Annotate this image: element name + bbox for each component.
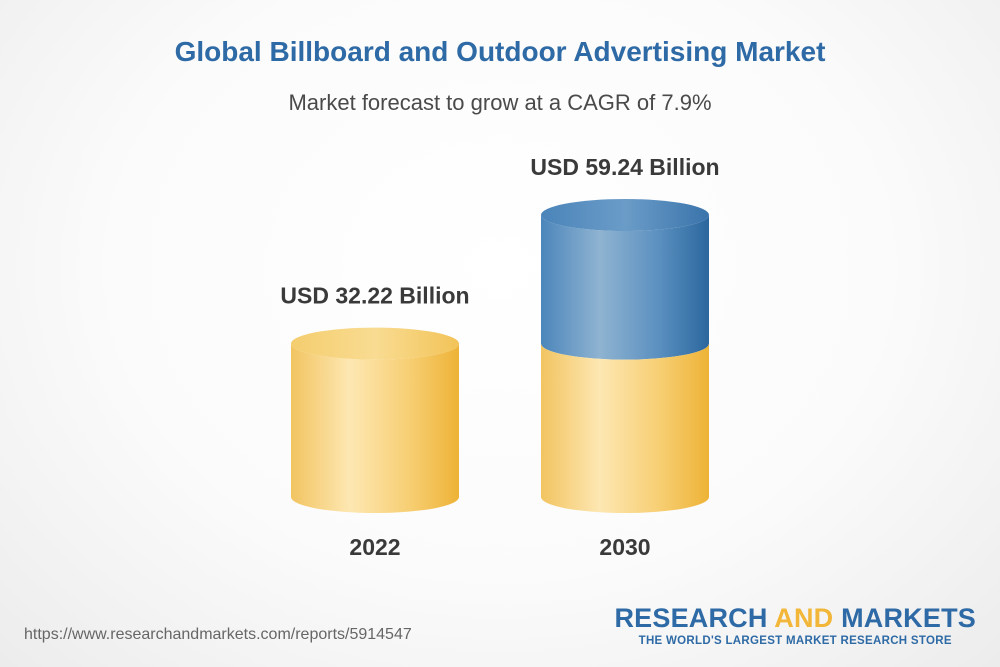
brand-name-accent: AND — [774, 603, 834, 633]
category-label-2030: 2030 — [599, 534, 650, 560]
bar-2030-top — [541, 199, 709, 231]
category-label-2022: 2022 — [349, 534, 400, 560]
chart-subtitle: Market forecast to grow at a CAGR of 7.9… — [288, 90, 712, 115]
brand-name-part1: RESEARCH — [614, 603, 775, 633]
source-url[interactable]: https://www.researchandmarkets.com/repor… — [24, 626, 412, 643]
bar-2022 — [291, 343, 459, 513]
brand-logo: RESEARCH AND MARKETS THE WORLD'S LARGEST… — [614, 603, 976, 649]
bar-2030-growth-segment — [541, 215, 709, 360]
value-label-2022: USD 32.22 Billion — [280, 283, 469, 309]
bar-2022-top — [291, 327, 459, 360]
bar-2030-base-segment — [541, 343, 709, 513]
brand-tagline: THE WORLD'S LARGEST MARKET RESEARCH STOR… — [638, 635, 952, 647]
chart-title: Global Billboard and Outdoor Advertising… — [174, 36, 826, 67]
value-label-2030: USD 59.24 Billion — [530, 154, 719, 180]
brand-name-part3: MARKETS — [833, 603, 976, 633]
brand-name: RESEARCH AND MARKETS — [614, 603, 976, 633]
